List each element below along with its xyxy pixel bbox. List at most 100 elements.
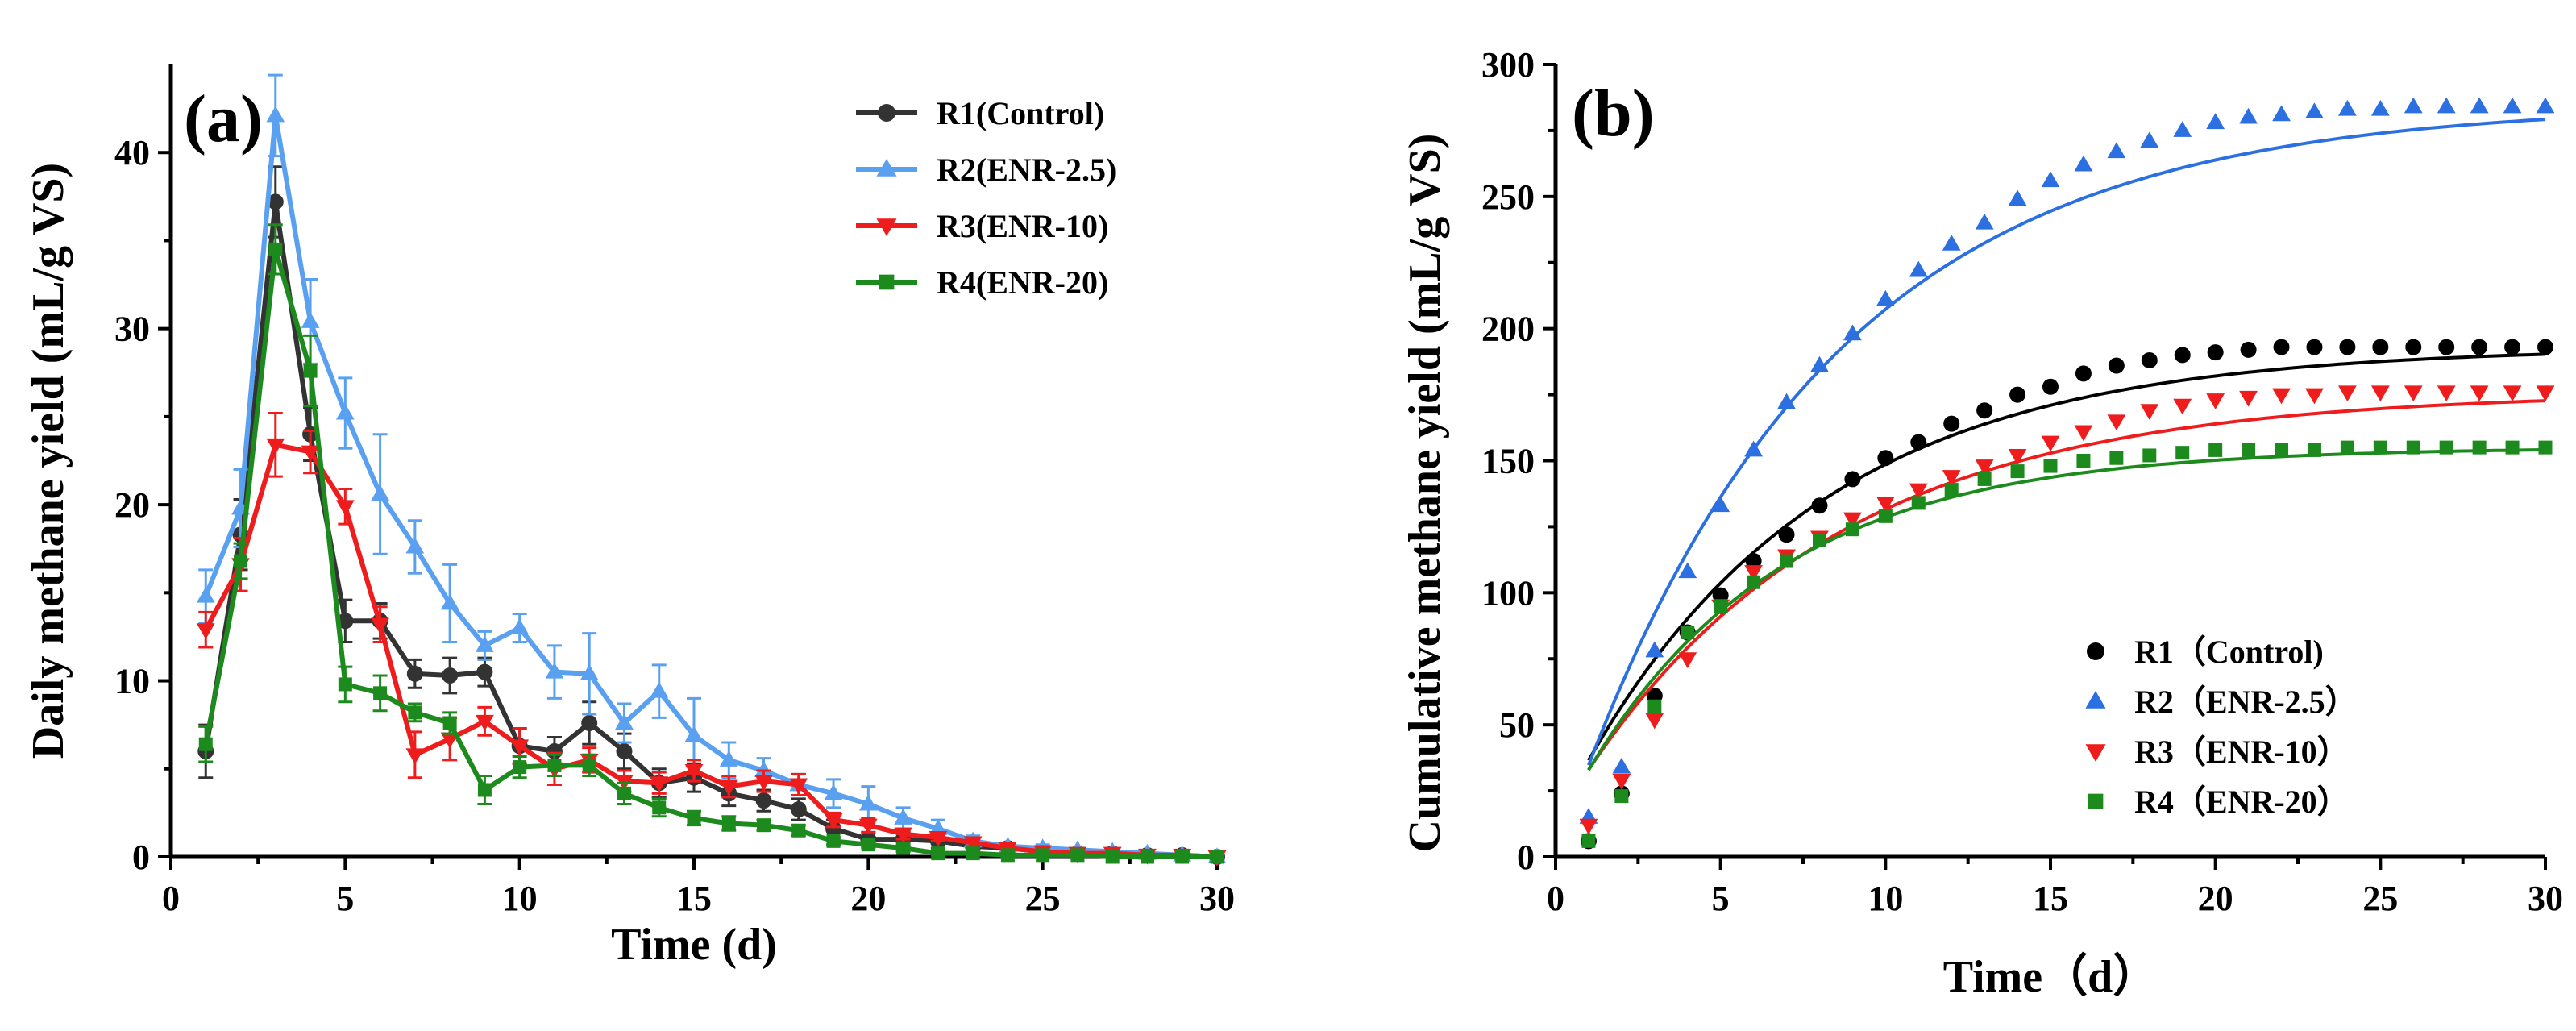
data-point (510, 618, 530, 635)
y-tick-label: 40 (114, 133, 150, 173)
data-point (1745, 553, 1762, 570)
data-point (2438, 339, 2455, 355)
data-point (1942, 470, 1961, 486)
fit-curve (1587, 352, 2546, 762)
data-point (2174, 347, 2191, 364)
data-point (1812, 533, 1826, 547)
x-tick-label: 10 (502, 879, 538, 918)
data-point (1714, 599, 1728, 613)
data-point (582, 758, 596, 772)
data-point (2339, 339, 2356, 355)
data-point (2503, 385, 2522, 402)
data-point (963, 836, 983, 853)
data-point (547, 758, 562, 772)
data-point (858, 818, 878, 835)
x-tick-label: 10 (1868, 879, 1903, 918)
data-point (2404, 385, 2423, 402)
data-point (790, 801, 807, 818)
y-tick-label: 20 (114, 485, 150, 525)
data-point (1036, 848, 1050, 863)
data-point (268, 242, 283, 256)
data-point (826, 834, 841, 848)
data-point (2041, 171, 2060, 188)
data-point (267, 193, 284, 210)
data-point (266, 106, 285, 123)
data-point (2370, 385, 2390, 402)
data-point (234, 554, 248, 568)
data-point (2242, 443, 2256, 457)
y-tick-label: 300 (1481, 45, 1535, 85)
y-axis-title: Cumulative methane yield (mL/g VS) (1400, 134, 1450, 853)
legend-marker (879, 274, 895, 290)
data-point (303, 364, 318, 378)
y-tick-label: 50 (1499, 705, 1535, 745)
data-point (615, 713, 634, 730)
data-point (476, 636, 494, 652)
data-point (2273, 339, 2290, 355)
data-point (2140, 131, 2159, 148)
data-point (1878, 509, 1893, 523)
data-point (1579, 818, 1598, 835)
data-point (2206, 393, 2225, 409)
data-point (2373, 440, 2387, 455)
x-tick-label: 5 (1712, 879, 1730, 918)
data-point (1943, 415, 1960, 432)
data-point (1140, 850, 1154, 864)
data-point (1876, 496, 1895, 513)
y-tick-label: 0 (132, 838, 150, 877)
x-tick-label: 25 (1025, 879, 1061, 918)
data-point (1678, 652, 1697, 669)
data-point (1843, 512, 1862, 529)
data-point (406, 665, 423, 682)
data-point (2240, 341, 2257, 358)
y-tick-label: 30 (114, 310, 150, 349)
data-point (2107, 414, 2126, 431)
x-tick-label: 15 (2033, 879, 2068, 918)
data-point (513, 760, 527, 775)
data-point (687, 811, 701, 825)
data-point (476, 663, 493, 680)
data-point (2107, 142, 2126, 159)
data-point (2074, 425, 2093, 442)
data-point (1744, 440, 1763, 457)
data-point (1976, 402, 1993, 419)
data-point (755, 792, 772, 809)
data-point (2372, 339, 2389, 355)
data-point (1843, 324, 1862, 341)
data-point (824, 784, 843, 800)
data-point (371, 484, 389, 501)
legend-label: R4(ENR-20) (937, 264, 1108, 301)
data-point (1678, 562, 1697, 579)
data-point (2043, 459, 2058, 473)
data-point (2076, 454, 2091, 468)
data-point (966, 846, 980, 861)
series-line (203, 442, 1218, 859)
data-point (545, 662, 564, 679)
data-point (266, 438, 285, 455)
data-point (1845, 522, 1859, 537)
data-point (1777, 393, 1796, 409)
data-point (2239, 107, 2258, 124)
legend-marker (876, 159, 897, 177)
data-point (2437, 385, 2456, 402)
data-point (2239, 390, 2258, 407)
x-tick-label: 30 (1199, 879, 1235, 918)
panel-label: (a) (184, 81, 263, 156)
data-point (408, 705, 422, 720)
series-1 (1579, 97, 2555, 824)
x-tick-label: 15 (676, 879, 712, 918)
data-point (373, 686, 388, 700)
data-point (684, 763, 704, 780)
data-point (861, 838, 875, 852)
data-point (2470, 97, 2489, 114)
data-point (477, 783, 492, 797)
data-point (442, 667, 459, 684)
data-point (1977, 472, 1992, 486)
data-point (476, 714, 494, 731)
data-point (2173, 398, 2192, 415)
legend-label: R4（ENR-20） (2134, 784, 2350, 820)
data-point (1744, 565, 1763, 581)
data-point (2042, 378, 2059, 395)
data-point (1811, 497, 1828, 514)
data-point (2439, 440, 2453, 455)
